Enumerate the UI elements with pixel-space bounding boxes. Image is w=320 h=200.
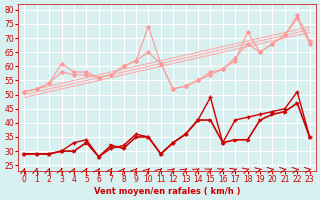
X-axis label: Vent moyen/en rafales ( km/h ): Vent moyen/en rafales ( km/h ) [94, 187, 240, 196]
